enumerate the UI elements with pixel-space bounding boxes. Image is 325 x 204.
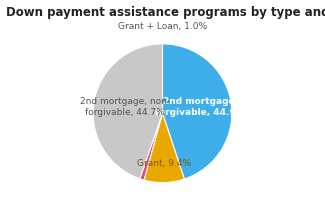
Text: 2nd mortgage,
forgivable, 44.9%: 2nd mortgage, forgivable, 44.9% — [155, 98, 245, 117]
Text: Down payment assistance programs by type and forgiveness: Down payment assistance programs by type… — [6, 6, 325, 19]
Text: Grant, 9.4%: Grant, 9.4% — [137, 159, 191, 168]
Wedge shape — [144, 113, 184, 183]
Wedge shape — [93, 44, 162, 179]
Text: 2nd mortgage, non-
forgivable, 44.7%: 2nd mortgage, non- forgivable, 44.7% — [80, 97, 170, 117]
Wedge shape — [162, 44, 232, 179]
Text: Grant + Loan, 1.0%: Grant + Loan, 1.0% — [118, 22, 207, 31]
Wedge shape — [140, 113, 162, 180]
